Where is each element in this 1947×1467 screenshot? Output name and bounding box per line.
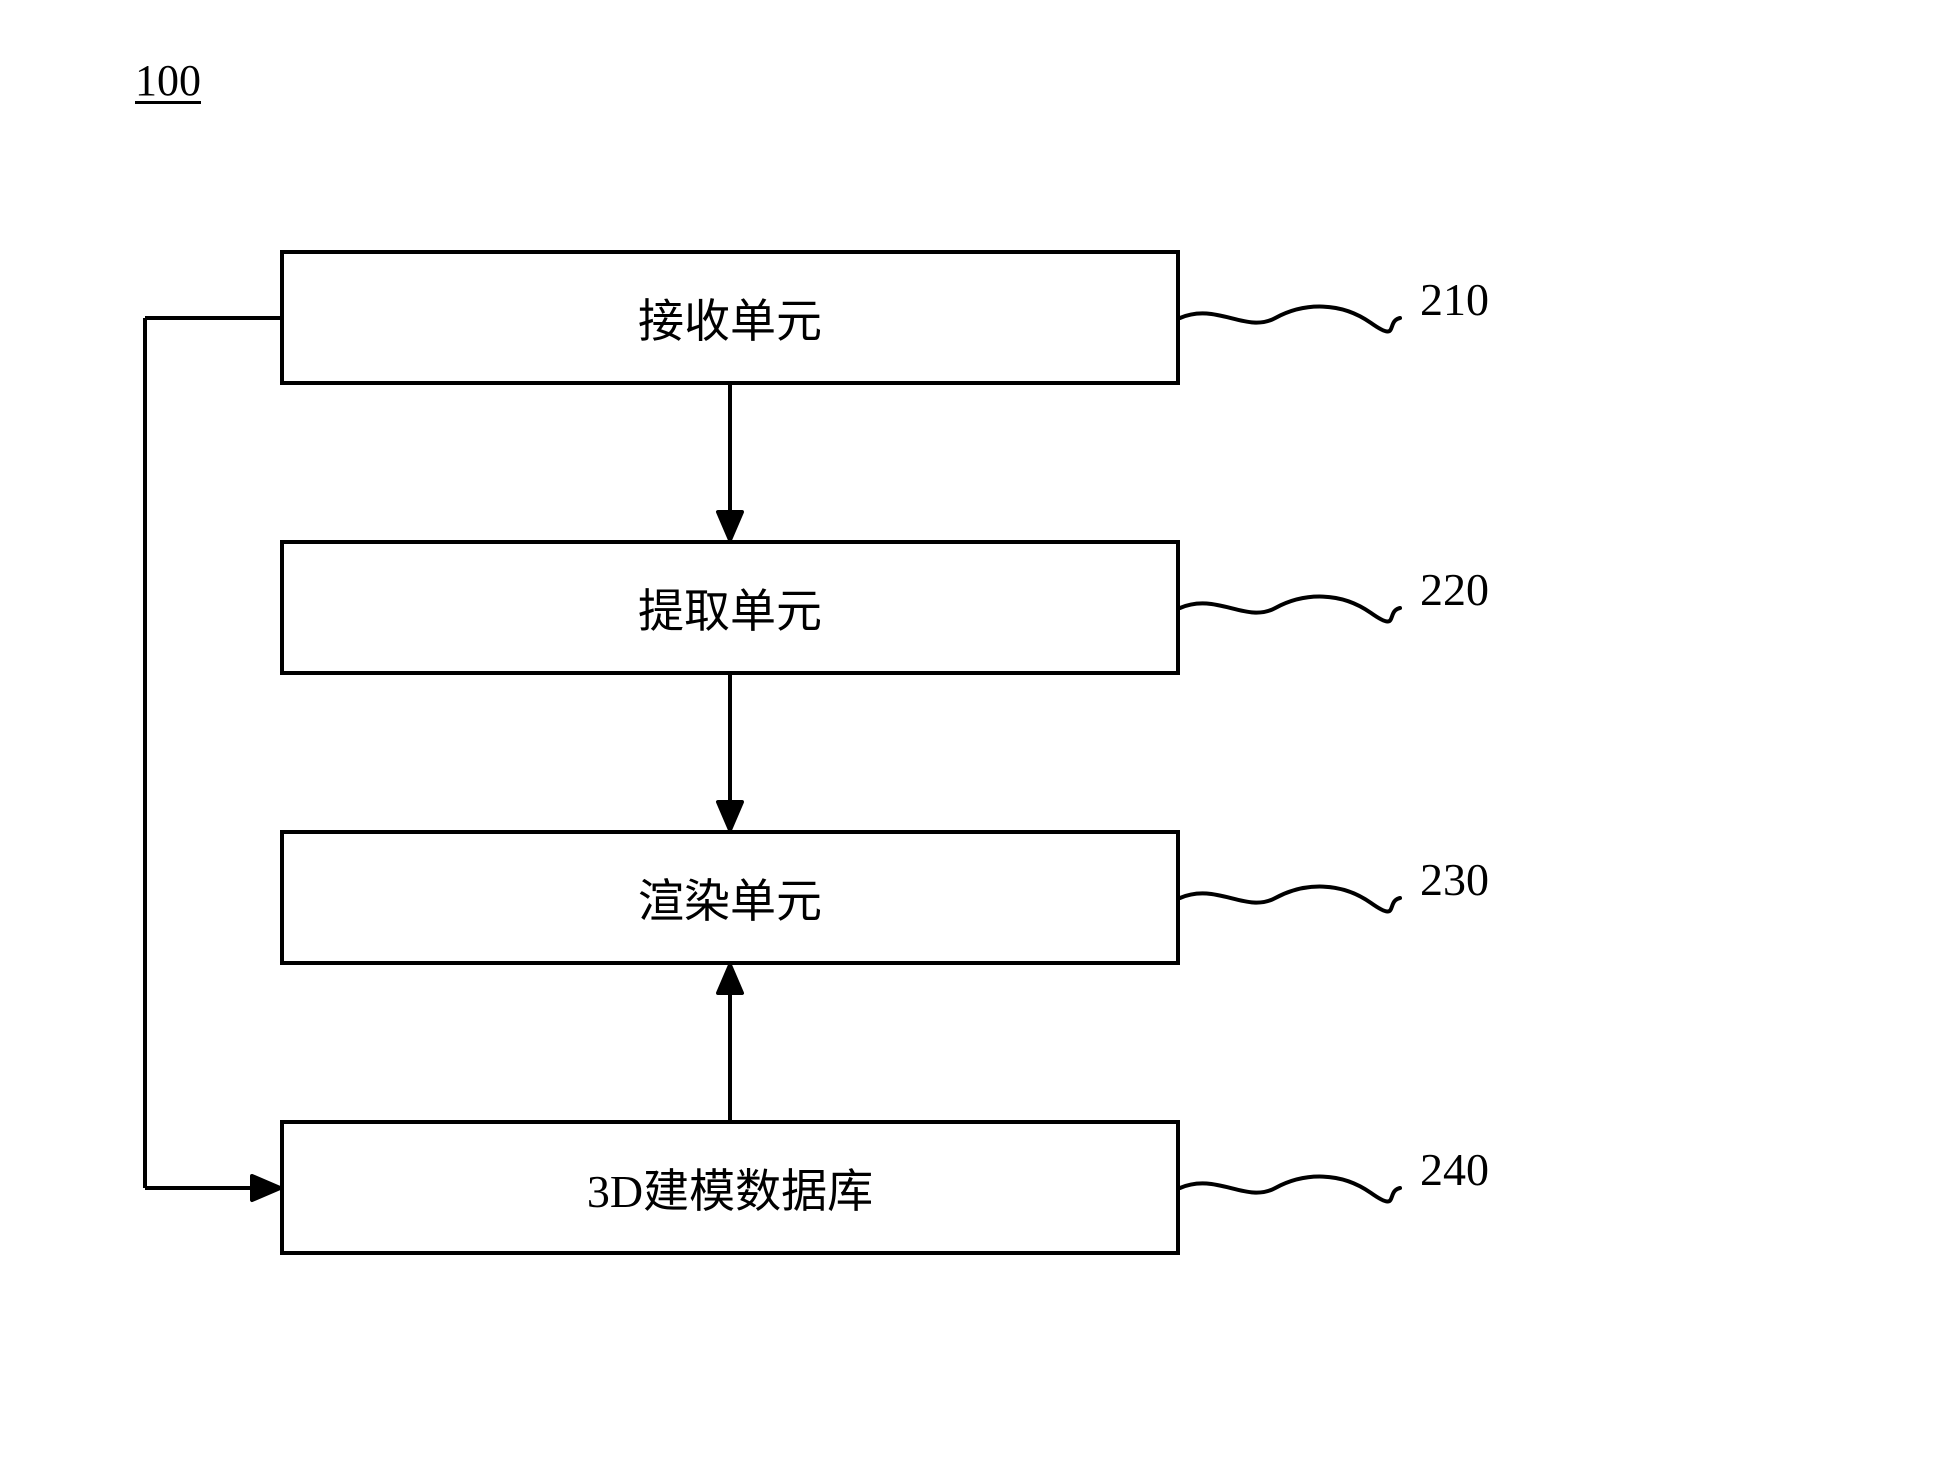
block-240: 3D建模数据库 — [280, 1120, 1180, 1255]
block-label: 接收单元 — [638, 285, 822, 351]
block-210: 接收单元 — [280, 250, 1180, 385]
block-230: 渲染单元 — [280, 830, 1180, 965]
figure-number: 100 — [135, 55, 201, 106]
block-220: 提取单元 — [280, 540, 1180, 675]
ref-label-220: 220 — [1420, 563, 1489, 616]
ref-label-230: 230 — [1420, 853, 1489, 906]
ref-label-210: 210 — [1420, 273, 1489, 326]
block-label: 渲染单元 — [638, 865, 822, 931]
ref-label-240: 240 — [1420, 1143, 1489, 1196]
block-label: 提取单元 — [638, 575, 822, 641]
block-label: 3D建模数据库 — [587, 1155, 873, 1221]
